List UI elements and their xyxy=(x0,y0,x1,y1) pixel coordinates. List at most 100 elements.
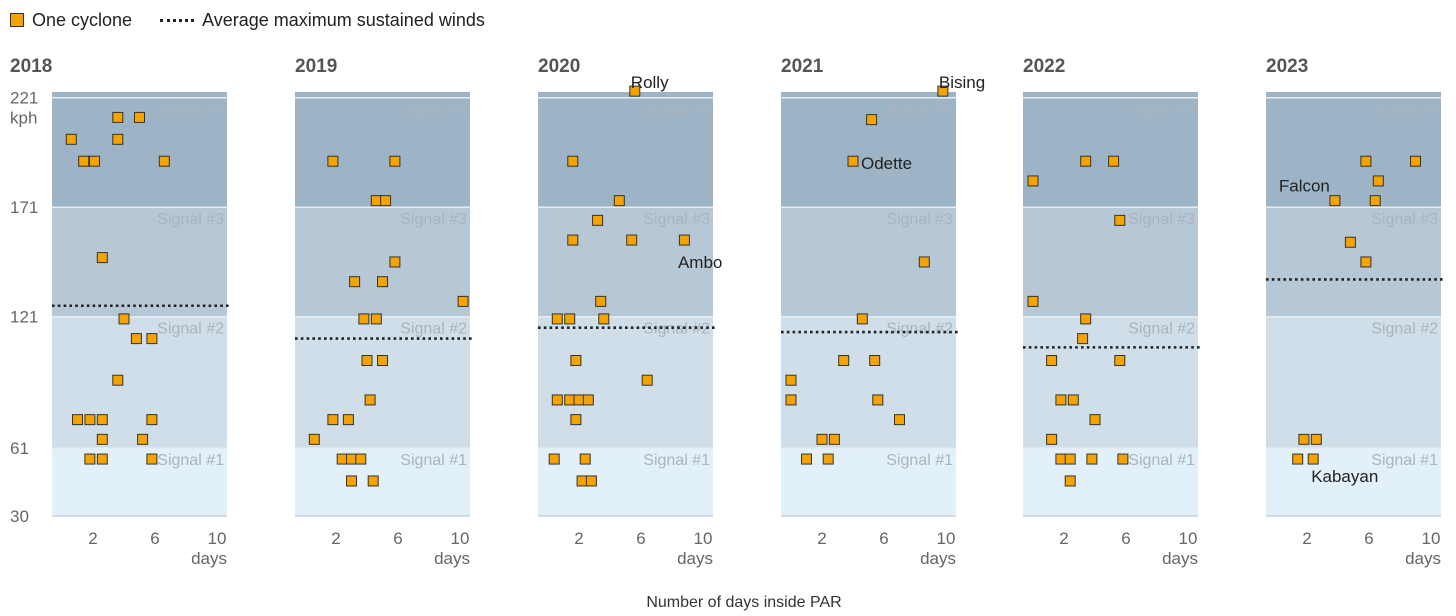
cyclone-point xyxy=(342,414,354,426)
band-label: Signal #3 xyxy=(157,211,224,228)
cyclone-point xyxy=(1344,236,1356,248)
cyclone-point xyxy=(96,453,108,465)
cyclone-point xyxy=(1080,313,1092,325)
cyclone-point xyxy=(370,313,382,325)
x-tick-label: 10 xyxy=(937,529,956,548)
cyclone-point xyxy=(613,195,625,207)
band-label: Signal #2 xyxy=(157,321,224,338)
cyclone-point xyxy=(838,355,850,367)
cyclone-point xyxy=(158,155,170,167)
cyclone-point xyxy=(1298,433,1310,445)
band-label: Signal #2 xyxy=(400,321,467,338)
cyclone-point xyxy=(1369,195,1381,207)
cyclone-point xyxy=(327,155,339,167)
cyclone-point xyxy=(389,155,401,167)
cyclone-point xyxy=(146,453,158,465)
band-signal-1 xyxy=(52,448,227,516)
band-signal-2 xyxy=(781,316,956,449)
cyclone-point xyxy=(96,252,108,264)
cyclone-point xyxy=(336,453,348,465)
cyclone-point xyxy=(112,374,124,386)
x-tick-label: 10 xyxy=(1179,529,1198,548)
cyclone-point xyxy=(130,333,142,345)
panel-year-2023: 2023 xyxy=(1266,56,1308,77)
cyclone-point xyxy=(585,475,597,487)
band-label: Signal #4 xyxy=(643,102,710,119)
cyclone-point xyxy=(380,195,392,207)
x-tick-label: 2 xyxy=(1059,529,1068,548)
band-signal-1 xyxy=(1023,448,1198,516)
cyclone-point xyxy=(389,256,401,268)
band-label: Signal #1 xyxy=(400,452,467,469)
cyclone-point xyxy=(1067,394,1079,406)
cyclone-point xyxy=(1027,175,1039,187)
band-signal-2 xyxy=(538,316,713,449)
cyclone-point xyxy=(598,313,610,325)
cyclone-point xyxy=(1089,414,1101,426)
x-tick-label: 6 xyxy=(1364,529,1373,548)
cyclone-point xyxy=(629,85,641,97)
cyclone-point xyxy=(1114,214,1126,226)
panel-year-2018: 2018 xyxy=(10,56,52,77)
y-tick-label: 30 xyxy=(10,507,29,526)
band-signal-3 xyxy=(295,207,470,317)
cyclone-point xyxy=(1117,453,1129,465)
cyclone-point xyxy=(327,414,339,426)
cyclone-point xyxy=(346,475,357,487)
cyclone-point xyxy=(370,195,382,207)
band-signal-4 xyxy=(1023,92,1198,208)
cyclone-point xyxy=(567,234,579,246)
cyclone-point xyxy=(308,433,320,445)
cyclone-point xyxy=(358,313,370,325)
x-tick-label: 6 xyxy=(1121,529,1130,548)
annotation-ambo: Ambo xyxy=(678,253,722,272)
cyclone-point xyxy=(361,355,373,367)
cyclone-point xyxy=(801,453,812,465)
x-tick-label: 10 xyxy=(451,529,470,548)
band-signal-4 xyxy=(295,92,470,208)
band-label: Signal #3 xyxy=(886,211,953,228)
y-tick-label: 121 xyxy=(10,308,38,327)
cyclone-point xyxy=(1310,433,1322,445)
cyclone-point xyxy=(84,453,96,465)
band-label: Signal #4 xyxy=(400,102,467,119)
cyclone-point xyxy=(1307,453,1319,465)
cyclone-point xyxy=(146,333,158,345)
cyclone-point xyxy=(112,133,124,145)
band-signal-4 xyxy=(52,92,227,208)
cyclone-point xyxy=(1292,453,1304,465)
y-tick-label: 171 xyxy=(10,198,38,217)
cyclone-point xyxy=(84,414,96,426)
band-label: Signal #4 xyxy=(1128,102,1195,119)
panel-year-2022: 2022 xyxy=(1023,56,1065,77)
x-tick-label: 6 xyxy=(636,529,645,548)
cyclone-point xyxy=(894,414,905,426)
legend-item-cyclone: One cyclone xyxy=(10,10,132,31)
cyclone-point xyxy=(866,114,878,126)
cyclone-point xyxy=(1114,355,1126,367)
legend-cyclone-label: One cyclone xyxy=(32,9,133,30)
legend-item-average: Average maximum sustained winds xyxy=(160,10,485,31)
cyclone-point xyxy=(1055,453,1067,465)
cyclone-point xyxy=(1055,394,1067,406)
band-signal-1 xyxy=(538,448,713,516)
cyclone-point xyxy=(551,313,563,325)
cyclone-point xyxy=(869,355,881,367)
cyclone-point xyxy=(146,414,158,426)
cyclone-point xyxy=(570,355,582,367)
band-label: Signal #3 xyxy=(1371,211,1438,228)
band-label: Signal #1 xyxy=(1128,452,1195,469)
cyclone-point xyxy=(112,111,124,123)
band-signal-4 xyxy=(538,92,713,208)
cyclone-point xyxy=(678,234,690,246)
cyclone-point xyxy=(828,433,840,445)
cyclone-point xyxy=(134,111,145,123)
cyclone-point xyxy=(457,295,469,307)
band-label: Signal #4 xyxy=(1371,102,1438,119)
cyclone-point xyxy=(564,394,576,406)
cyclone-point xyxy=(1046,355,1058,367)
cyclone-point xyxy=(1360,155,1372,167)
cyclone-point xyxy=(1080,155,1092,167)
cyclone-point xyxy=(72,414,83,426)
x-tick-label: 2 xyxy=(331,529,340,548)
